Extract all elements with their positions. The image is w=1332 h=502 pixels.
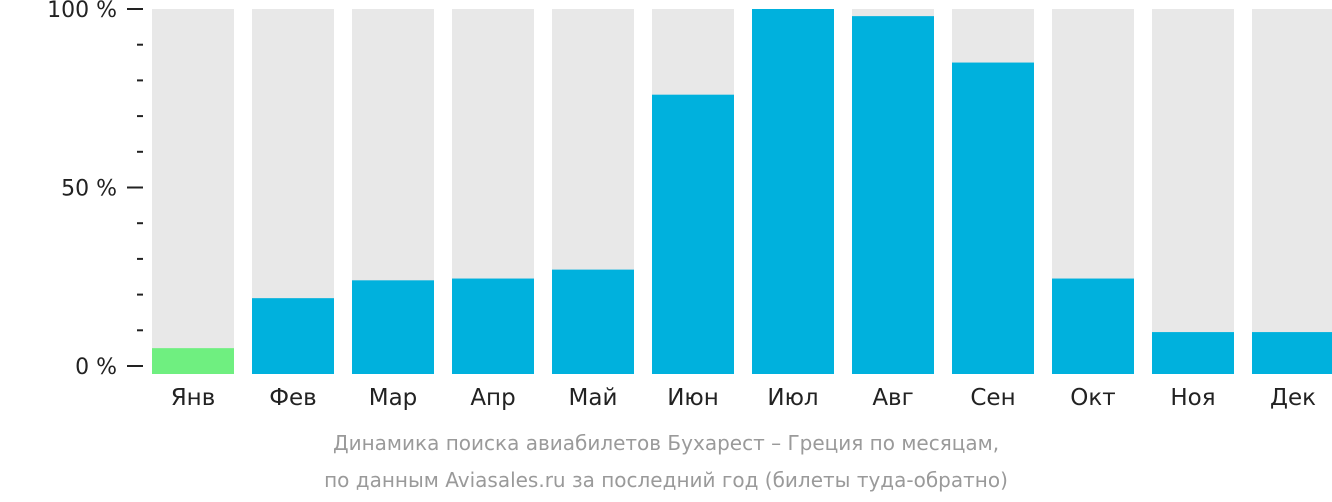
chart-caption-line-1: Динамика поиска авиабилетов Бухарест – Г… bbox=[332, 431, 1000, 455]
chart: 0 % 50 % 100 % Янв Фев Мар Апр Май Июн Июл Авг Сен О… bbox=[47, 0, 1332, 411]
bar bbox=[552, 269, 634, 374]
x-tick-label: Май bbox=[569, 385, 618, 411]
chart-caption-line-2: по данным Aviasales.ru за последний год … bbox=[324, 468, 1008, 492]
bar-track bbox=[1152, 9, 1234, 374]
bar bbox=[1152, 332, 1234, 374]
x-tick-label: Ноя bbox=[1170, 385, 1215, 411]
x-tick-label: Фев bbox=[269, 385, 317, 411]
bar bbox=[852, 16, 934, 374]
x-tick-label: Дек bbox=[1270, 385, 1316, 411]
x-tick-label: Мар bbox=[369, 385, 418, 411]
x-tick-label: Янв bbox=[171, 385, 216, 411]
x-tick-label: Июл bbox=[767, 385, 818, 411]
y-tick-label: 100 % bbox=[47, 0, 117, 23]
y-tick-label: 50 % bbox=[61, 177, 117, 202]
bar bbox=[752, 9, 834, 374]
bar bbox=[252, 298, 334, 374]
bar bbox=[952, 62, 1034, 375]
bar bbox=[452, 278, 534, 374]
bar bbox=[152, 348, 234, 374]
bar bbox=[1052, 278, 1134, 374]
bar bbox=[1252, 332, 1332, 374]
y-tick-label: 0 % bbox=[75, 355, 117, 380]
x-tick-label: Авг bbox=[872, 385, 913, 411]
x-tick-label: Сен bbox=[970, 385, 1015, 411]
x-tick-label: Апр bbox=[470, 385, 515, 411]
bar-track bbox=[1252, 9, 1332, 374]
bar bbox=[652, 94, 734, 375]
bar-track bbox=[152, 9, 234, 374]
bar bbox=[352, 280, 434, 374]
x-tick-label: Июн bbox=[667, 385, 719, 411]
x-tick-label: Окт bbox=[1070, 385, 1115, 411]
